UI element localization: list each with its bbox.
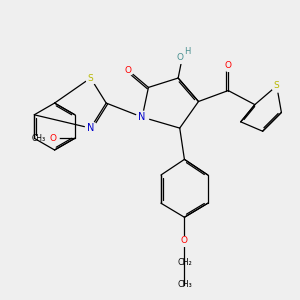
Text: H: H bbox=[184, 47, 191, 56]
Text: O: O bbox=[50, 134, 56, 143]
Text: O: O bbox=[181, 236, 188, 245]
Text: N: N bbox=[87, 123, 94, 133]
Text: S: S bbox=[88, 74, 93, 82]
Text: O: O bbox=[225, 61, 232, 70]
Text: O: O bbox=[124, 66, 132, 75]
Text: CH₃: CH₃ bbox=[177, 280, 192, 289]
Text: CH₃: CH₃ bbox=[31, 134, 45, 143]
Text: CH₂: CH₂ bbox=[177, 258, 192, 267]
Text: S: S bbox=[274, 81, 280, 90]
Text: O: O bbox=[176, 53, 183, 62]
Text: N: N bbox=[139, 112, 146, 122]
